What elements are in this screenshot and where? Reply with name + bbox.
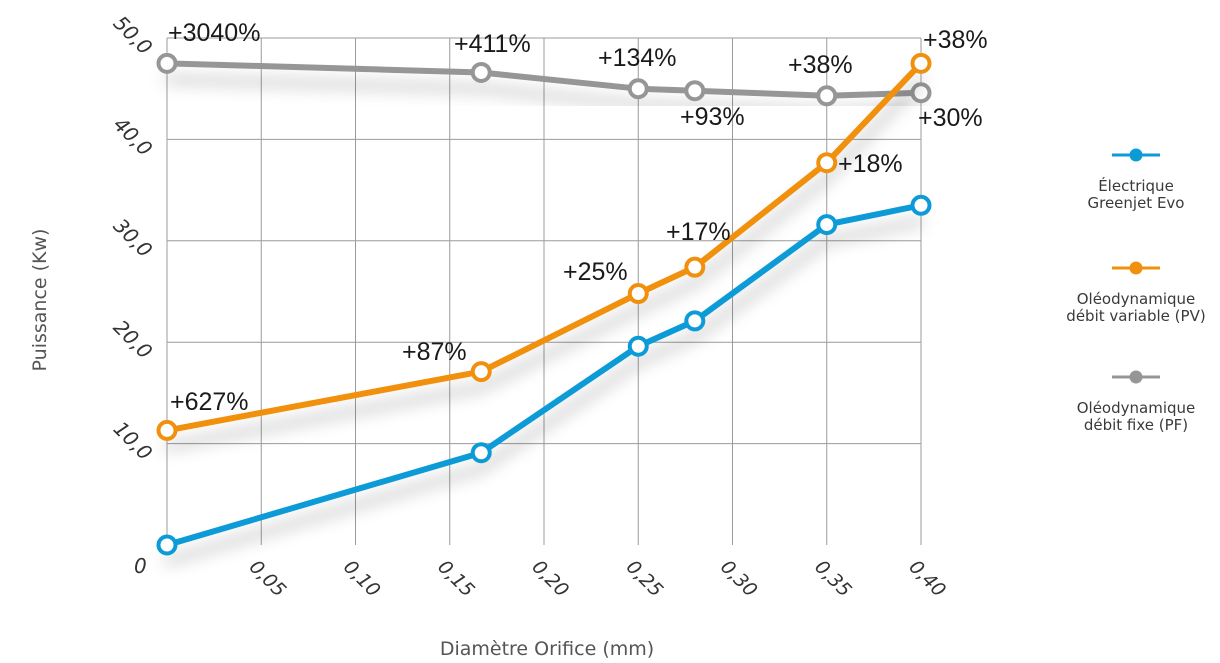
data-point <box>470 361 492 383</box>
series-lines <box>156 52 932 556</box>
data-point <box>156 419 178 441</box>
data-label: +38% <box>923 26 988 54</box>
data-point <box>470 61 492 83</box>
y-tick-label: 40,0 <box>109 112 157 160</box>
legend-label: débit fixe (PF) <box>1084 416 1188 434</box>
data-label: +17% <box>666 218 731 246</box>
data-labels: +627% +87% +25% +17% +18% +38% +3040% +411% +134… <box>168 19 988 416</box>
x-tick-label: 0,25 <box>622 556 667 601</box>
data-label: +627% <box>170 388 249 416</box>
x-axis-title: Diamètre Orifice (mm) <box>440 638 654 660</box>
x-tick-label: 0,30 <box>716 556 761 601</box>
data-label: +87% <box>402 338 467 366</box>
data-label: +18% <box>838 150 903 178</box>
data-point <box>910 194 932 216</box>
legend-label: Greenjet Evo <box>1087 194 1184 212</box>
data-point <box>910 52 932 74</box>
data-point <box>816 214 838 236</box>
data-point <box>156 52 178 74</box>
data-label: +3040% <box>168 19 260 47</box>
series-line <box>164 60 924 434</box>
legend-label: Oléodynamique <box>1077 399 1196 417</box>
data-label: +25% <box>563 258 628 286</box>
y-tick-label: 50,0 <box>109 11 157 59</box>
data-point <box>627 78 649 100</box>
data-point <box>470 442 492 464</box>
series-line <box>164 60 924 99</box>
x-tick-label: 0,35 <box>810 556 855 601</box>
data-label: +93% <box>680 103 745 131</box>
legend-label: Oléodynamique <box>1077 290 1196 308</box>
grid <box>166 37 922 545</box>
y-tick-label: 20,0 <box>109 315 157 363</box>
x-tick-label: 0,15 <box>433 556 478 601</box>
x-tick-label: 0,20 <box>528 556 573 601</box>
data-point <box>910 82 932 104</box>
data-point <box>684 256 706 278</box>
x-tick-label: 0,10 <box>339 556 384 601</box>
y-tick-label: 30,0 <box>109 214 157 262</box>
data-label: +411% <box>454 30 531 58</box>
x-tick-label: 0,05 <box>245 556 290 601</box>
legend-swatch-marker <box>1129 148 1143 162</box>
legend-swatch-marker <box>1129 261 1143 275</box>
data-point <box>156 534 178 556</box>
y-tick-label: 10,0 <box>109 416 157 464</box>
data-point <box>684 80 706 102</box>
data-label: +30% <box>918 104 983 132</box>
data-point <box>627 335 649 357</box>
data-point <box>684 310 706 332</box>
data-label: +38% <box>788 51 853 79</box>
legend-label: Électrique <box>1098 176 1174 195</box>
legend-label: débit variable (PV) <box>1066 307 1205 325</box>
data-label: +134% <box>598 44 677 72</box>
x-tick-label: 0,40 <box>905 556 950 601</box>
y-axis-title: Puissance (Kw) <box>29 229 51 372</box>
data-point <box>816 85 838 107</box>
data-point <box>816 152 838 174</box>
y-tick-label: 0 <box>134 554 147 578</box>
legend-swatch-marker <box>1129 370 1143 384</box>
data-point <box>627 283 649 305</box>
series-line <box>164 202 924 548</box>
